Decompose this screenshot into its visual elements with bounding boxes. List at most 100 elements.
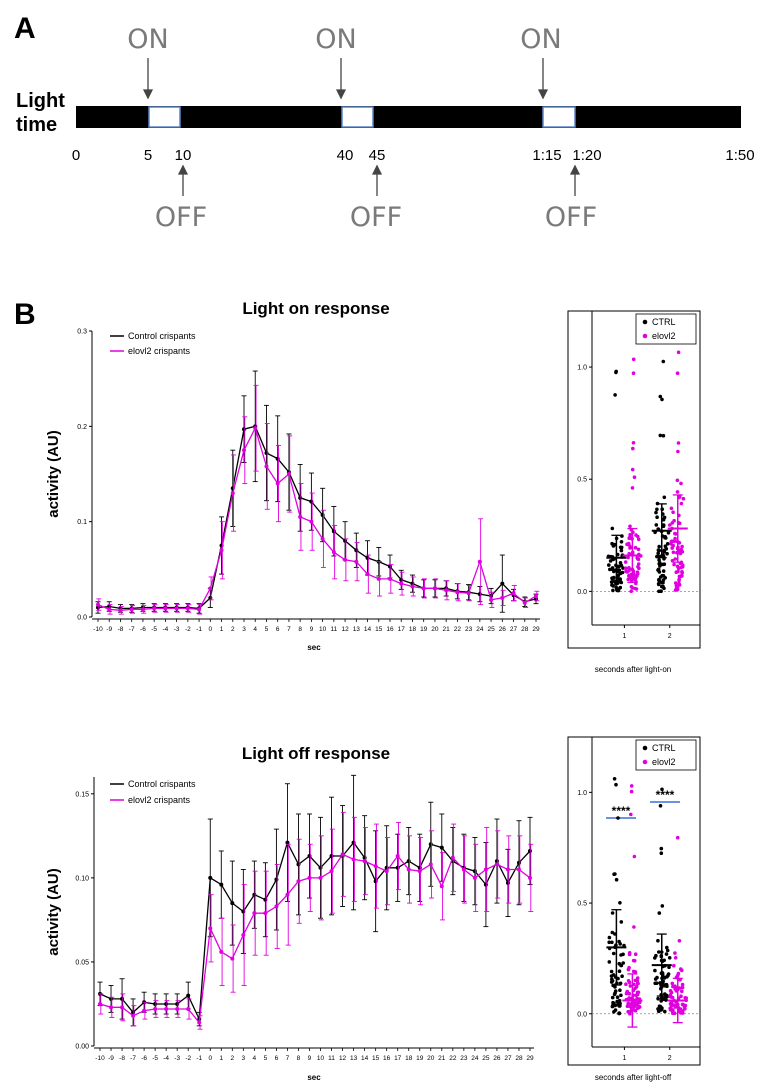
off-scatter-dot-ctrl-1-53 bbox=[616, 816, 620, 820]
off-point-elovl2-38 bbox=[516, 867, 521, 872]
off-point-control-21 bbox=[329, 854, 334, 859]
on-scatter-dot-elovl2-2-19 bbox=[672, 562, 676, 567]
off-scatter-dot-ctrl-2-43 bbox=[666, 973, 670, 978]
on-x-tick-label-36: 26 bbox=[499, 626, 507, 633]
off-point-elovl2-24 bbox=[362, 859, 367, 864]
off-scatter-dot-elovl2-1-10 bbox=[629, 789, 634, 794]
on-scatter-dot-ctrl-1-42 bbox=[610, 583, 614, 587]
on-scatter-dot-ctrl-1-29 bbox=[608, 567, 612, 572]
on-point-elovl2-5 bbox=[152, 606, 157, 611]
on-x-tick-label-34: 24 bbox=[476, 626, 484, 633]
on-x-tick-label-18: 8 bbox=[298, 626, 302, 633]
off-point-elovl2-37 bbox=[505, 867, 510, 872]
on-point-elovl2-11 bbox=[219, 548, 224, 553]
legend-label-ctrl: CTRL bbox=[652, 317, 676, 327]
off-scatter-dot-ctrl-1-57 bbox=[618, 1004, 622, 1008]
off-x-tick-label-15: 5 bbox=[264, 1055, 268, 1062]
off-x-tick-label-21: 11 bbox=[328, 1055, 335, 1062]
on-scatter-dot-elovl2-1-53 bbox=[635, 574, 639, 578]
on-point-control-24 bbox=[365, 555, 370, 560]
on-point-elovl2-19 bbox=[309, 519, 314, 524]
on-x-tick-label-28: 18 bbox=[409, 626, 417, 633]
off-x-tick-label-11: 1 bbox=[219, 1055, 223, 1062]
off-x-tick-label-12: 2 bbox=[230, 1055, 234, 1062]
off-scatter-dot-elovl2-2-50 bbox=[680, 982, 685, 987]
off-scatter-dot-ctrl-1-61 bbox=[621, 961, 625, 965]
off-scatter-dot-elovl2-2-28 bbox=[673, 951, 677, 955]
off-scatter-dot-ctrl-1-51 bbox=[610, 977, 614, 982]
on-scatter-dot-ctrl-1-55 bbox=[619, 563, 624, 568]
off-scatter-dot-ctrl-1-54 bbox=[612, 777, 617, 781]
on-scatter-dot-elovl2-1-38 bbox=[633, 578, 638, 582]
on-scatter-dot-ctrl-2-43 bbox=[657, 558, 661, 562]
on-scatter-x-tick-label-1: 2 bbox=[668, 633, 672, 640]
on-scatter-dot-ctrl-1-56 bbox=[611, 588, 615, 593]
off-scatter-dot-elovl2-1-6 bbox=[632, 854, 637, 859]
off-scatter-y-tick-label-2: 1.0 bbox=[577, 790, 587, 797]
on-scatter-dot-ctrl-1-16 bbox=[610, 576, 614, 580]
off-point-elovl2-20 bbox=[318, 875, 323, 880]
on-point-elovl2-1 bbox=[107, 607, 112, 612]
off-y-tick-label-3: 0.15 bbox=[75, 791, 89, 798]
off-scatter-dot-ctrl-1-33 bbox=[615, 995, 620, 999]
off-scatter-dot-ctrl-1-43 bbox=[609, 974, 614, 978]
on-point-elovl2-6 bbox=[163, 606, 168, 611]
off-point-elovl2-25 bbox=[373, 864, 378, 869]
off-scatter-dot-elovl2-1-41 bbox=[633, 952, 638, 956]
on-scatter-dot-elovl2-2-66 bbox=[676, 441, 681, 445]
off-x-tick-label-29: 19 bbox=[416, 1055, 424, 1062]
off-scatter-dot-ctrl-2-67 bbox=[658, 804, 663, 808]
off-point-elovl2-12 bbox=[230, 956, 235, 961]
off-label-2: OFF bbox=[350, 202, 402, 233]
off-scatter-dot-elovl2-1-67 bbox=[633, 970, 638, 974]
on-scatter-dot-ctrl-2-48 bbox=[658, 575, 663, 579]
off-point-control-12 bbox=[230, 901, 235, 906]
off-series-line-elovl2 bbox=[99, 853, 531, 1025]
on-scatter-dot-ctrl-2-10 bbox=[661, 359, 666, 364]
on-point-elovl2-8 bbox=[185, 606, 190, 611]
off-point-control-13 bbox=[241, 909, 246, 914]
on-y-tick-label-0: 0.0 bbox=[77, 615, 87, 622]
off-scatter-dot-ctrl-2-8 bbox=[656, 938, 660, 943]
off-point-elovl2-36 bbox=[494, 862, 499, 867]
off-scatter-dot-ctrl-1-39 bbox=[619, 993, 623, 998]
on-point-elovl2-15 bbox=[264, 464, 269, 469]
on-x-tick-label-27: 17 bbox=[398, 626, 406, 633]
off-point-elovl2-19 bbox=[307, 875, 312, 880]
on-y-tick-label-2: 0.2 bbox=[77, 424, 87, 431]
on-point-control-19 bbox=[309, 499, 314, 504]
off-scatter-dot-ctrl-2-5 bbox=[659, 846, 664, 851]
off-point-control-28 bbox=[406, 859, 411, 864]
off-x-tick-label-9: -1 bbox=[196, 1055, 202, 1062]
off-scatter-dot-elovl2-1-32 bbox=[625, 989, 629, 994]
on-scatter-dot-elovl2-1-58 bbox=[627, 566, 631, 570]
on-x-tick-label-1: -9 bbox=[106, 626, 112, 633]
on-scatter-dot-elovl2-2-53 bbox=[680, 544, 684, 549]
off-arrows bbox=[177, 164, 581, 196]
on-scatter-dot-ctrl-1-41 bbox=[619, 540, 624, 544]
on-point-elovl2-29 bbox=[421, 586, 426, 591]
off-point-control-5 bbox=[153, 1001, 158, 1006]
on-scatter-dot-elovl2-1-65 bbox=[636, 565, 640, 569]
off-scatter-dot-elovl2-1-60 bbox=[635, 1002, 640, 1007]
on-point-elovl2-17 bbox=[286, 472, 291, 476]
off-x-tick-label-19: 9 bbox=[308, 1055, 312, 1062]
on-point-control-22 bbox=[343, 538, 348, 543]
off-x-tick-label-17: 7 bbox=[286, 1055, 290, 1062]
on-x-tick-label-3: -7 bbox=[129, 626, 135, 633]
on-point-elovl2-39 bbox=[534, 594, 538, 599]
off-scatter-dot-ctrl-1-15 bbox=[617, 998, 622, 1003]
on-x-tick-label-9: -1 bbox=[196, 626, 202, 633]
off-scatter-dot-ctrl-1-55 bbox=[613, 872, 617, 876]
legend-label-control: Control crispants bbox=[128, 331, 196, 341]
on-x-tick-label-6: -4 bbox=[162, 626, 168, 633]
off-scatter-dot-elovl2-2-63 bbox=[671, 1008, 675, 1012]
on-scatter-dot-elovl2-2-37 bbox=[673, 557, 678, 561]
off-scatter-dot-elovl2-1-16 bbox=[629, 812, 633, 817]
off-scatter-dot-ctrl-1-10 bbox=[618, 901, 622, 905]
off-point-control-35 bbox=[483, 882, 488, 887]
on-scatter-dot-elovl2-2-56 bbox=[671, 550, 676, 555]
light-on-scatter-legend: CTRL elovl2 bbox=[635, 313, 697, 345]
off-point-elovl2-22 bbox=[340, 852, 345, 857]
